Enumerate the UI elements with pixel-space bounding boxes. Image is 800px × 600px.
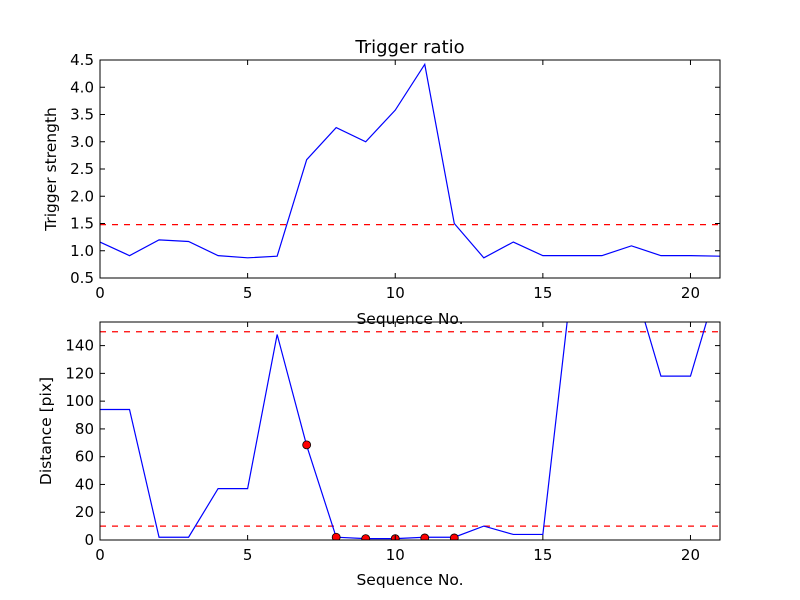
y-tick-label: 40 [75,475,94,493]
tick-group: 0 5 10 15 20 0.5 1.0 1.5 2.0 2.5 3.0 3.5 4.0 4.5 [70,51,720,302]
data-point-marker [449,533,459,540]
data-point-marker [420,533,430,540]
series-line [100,62,720,259]
y-tick-label: 1.0 [70,242,94,260]
data-point-marker [331,532,341,540]
y-tick-label: 0.5 [70,269,94,287]
x-tick-label: 0 [95,546,105,564]
x-tick-label: 20 [681,284,700,302]
x-tick-label: 5 [243,284,253,302]
x-tick-label: 20 [681,546,700,564]
y-tick-label: 0 [84,531,94,549]
y-tick-label: 80 [75,420,94,438]
y-tick-label: 4.0 [70,78,94,96]
x-axis-label: Sequence No. [356,310,463,328]
y-tick-label: 2.0 [70,187,94,205]
trigger-ratio-chart: Trigger ratio 0 5 10 15 20 0.5 1.0 1.5 2.0 2.5 3.0… [42,37,721,328]
x-tick-label: 15 [533,284,552,302]
plot-area [100,322,720,540]
y-tick-label: 140 [65,337,94,355]
chart-title: Trigger ratio [354,37,464,58]
y-tick-label: 1.5 [70,215,94,233]
series-line [100,322,708,540]
x-tick-label: 5 [243,546,253,564]
x-axis-label: Sequence No. [356,571,463,589]
x-tick-label: 15 [533,546,552,564]
tick-group: 0 5 10 15 20 0 20 40 60 80 100 120 140 [65,322,720,564]
data-point-marker [361,534,371,540]
y-tick-label: 60 [75,448,94,466]
y-tick-label: 2.5 [70,160,94,178]
y-tick-label: 100 [65,392,94,410]
data-point-marker [302,440,312,450]
y-tick-label: 120 [65,364,94,382]
y-tick-label: 3.0 [70,133,94,151]
y-tick-label: 4.5 [70,51,94,69]
y-axis-label: Distance [pix] [37,377,55,485]
x-tick-label: 10 [386,546,405,564]
x-tick-label: 10 [386,284,405,302]
x-tick-label: 0 [95,284,105,302]
y-axis-label: Trigger strength [42,107,60,232]
axes-frame [99,321,721,541]
plot-area [100,62,720,259]
y-tick-label: 20 [75,503,94,521]
y-tick-label: 3.5 [70,106,94,124]
